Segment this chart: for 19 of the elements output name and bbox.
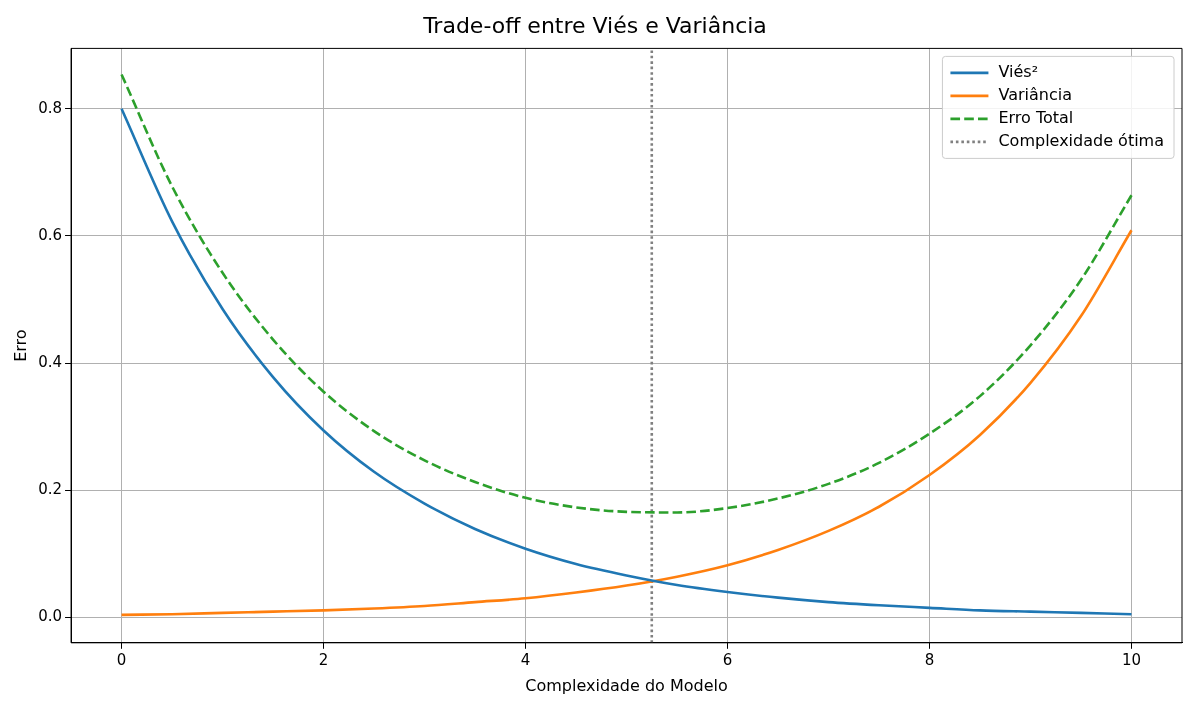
y-axis-title: Erro bbox=[10, 329, 30, 362]
x-tick-label: 4 bbox=[520, 650, 531, 669]
legend-label: Variância bbox=[998, 85, 1072, 105]
line-series bbox=[120, 228, 1133, 617]
y-tick-label: 0.4 bbox=[38, 352, 63, 371]
x-axis-title: Complexidade do Modelo bbox=[525, 675, 728, 695]
x-tick-label: 8 bbox=[924, 650, 935, 669]
x-tick-label: 10 bbox=[1121, 650, 1142, 669]
x-tick-label: 2 bbox=[318, 650, 329, 669]
y-tick-label: 0.8 bbox=[38, 98, 63, 117]
chart-title: Trade-off entre Viés e Variância bbox=[422, 12, 767, 38]
x-tick-label: 0 bbox=[116, 650, 127, 669]
x-tick-label: 6 bbox=[722, 650, 733, 669]
y-tick-label: 0.0 bbox=[38, 607, 63, 626]
y-tick-label: 0.2 bbox=[38, 480, 63, 499]
y-tick-label: 0.6 bbox=[38, 225, 63, 244]
legend-label: Viés² bbox=[998, 62, 1039, 82]
legend-label: Complexidade ótima bbox=[998, 131, 1165, 151]
legend-label: Erro Total bbox=[998, 108, 1074, 128]
